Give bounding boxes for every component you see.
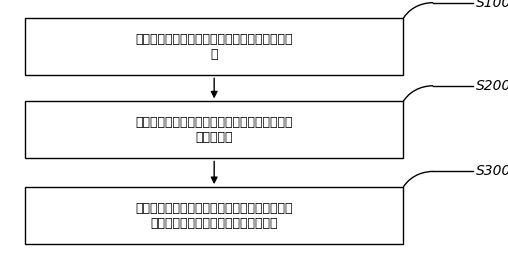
Bar — [25, 18, 403, 75]
Text: 设置一设备类型来注册用于辅助景深效果的光感
器: 设置一设备类型来注册用于辅助景深效果的光感 器 — [136, 33, 293, 61]
Text: 生成节点文件并将预设的环境光亮度范围保存至
节点文件中: 生成节点文件并将预设的环境光亮度范围保存至 节点文件中 — [136, 116, 293, 144]
Bar — [25, 187, 403, 244]
Text: S200: S200 — [475, 79, 508, 93]
Bar — [25, 101, 403, 158]
Text: 光感器检测当前的环境光亮度值，判断环境光亮
度值在环境光亮度范围时执行景深算法: 光感器检测当前的环境光亮度值，判断环境光亮 度值在环境光亮度范围时执行景深算法 — [136, 202, 293, 229]
Text: S100: S100 — [475, 0, 508, 10]
Text: S300: S300 — [475, 165, 508, 178]
